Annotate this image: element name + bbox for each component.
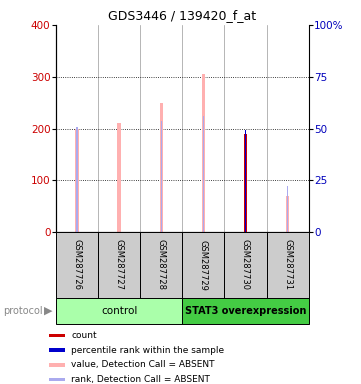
Bar xyxy=(49,348,65,352)
Text: GSM287727: GSM287727 xyxy=(115,240,123,290)
Bar xyxy=(75,129,79,232)
Bar xyxy=(266,232,309,298)
Bar xyxy=(287,186,288,232)
Bar xyxy=(117,123,121,232)
Bar xyxy=(49,334,65,337)
Bar xyxy=(182,232,225,298)
Bar xyxy=(56,232,98,298)
Text: percentile rank within the sample: percentile rank within the sample xyxy=(71,346,224,354)
Title: GDS3446 / 139420_f_at: GDS3446 / 139420_f_at xyxy=(108,9,256,22)
Bar xyxy=(245,130,246,232)
Text: GSM287729: GSM287729 xyxy=(199,240,208,290)
Text: control: control xyxy=(101,306,137,316)
Bar xyxy=(202,74,205,232)
Bar xyxy=(244,134,247,232)
Bar xyxy=(49,378,65,381)
Bar xyxy=(77,127,78,232)
Bar xyxy=(56,298,182,324)
Bar xyxy=(286,196,289,232)
Text: GSM287730: GSM287730 xyxy=(241,240,250,290)
Bar xyxy=(98,232,140,298)
Bar xyxy=(160,103,163,232)
Bar xyxy=(182,298,309,324)
Bar xyxy=(225,232,266,298)
Text: rank, Detection Call = ABSENT: rank, Detection Call = ABSENT xyxy=(71,375,210,384)
Text: GSM287726: GSM287726 xyxy=(73,240,82,290)
Text: STAT3 overexpression: STAT3 overexpression xyxy=(185,306,306,316)
Text: GSM287728: GSM287728 xyxy=(157,240,166,290)
Bar xyxy=(203,116,204,232)
Bar xyxy=(161,121,162,232)
Bar xyxy=(140,232,182,298)
Text: value, Detection Call = ABSENT: value, Detection Call = ABSENT xyxy=(71,361,215,369)
Text: count: count xyxy=(71,331,97,340)
Text: GSM287731: GSM287731 xyxy=(283,240,292,290)
Bar xyxy=(49,363,65,367)
Text: protocol: protocol xyxy=(4,306,43,316)
Text: ▶: ▶ xyxy=(44,306,52,316)
